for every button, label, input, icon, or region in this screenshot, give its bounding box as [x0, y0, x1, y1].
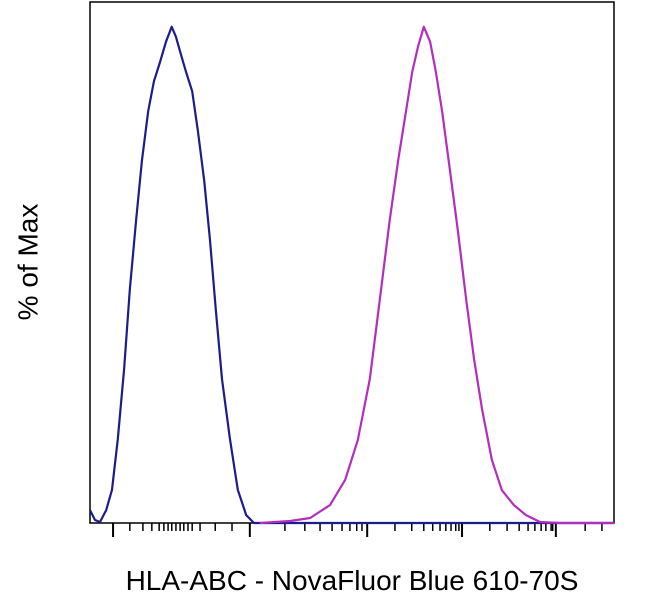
y-axis-label: % of Max — [12, 204, 43, 321]
x-axis-label: HLA-ABC - NovaFluor Blue 610-70S — [126, 565, 579, 596]
histogram-line — [89, 25, 614, 525]
plot-frame — [89, 1, 615, 524]
histogram-line — [259, 25, 614, 525]
